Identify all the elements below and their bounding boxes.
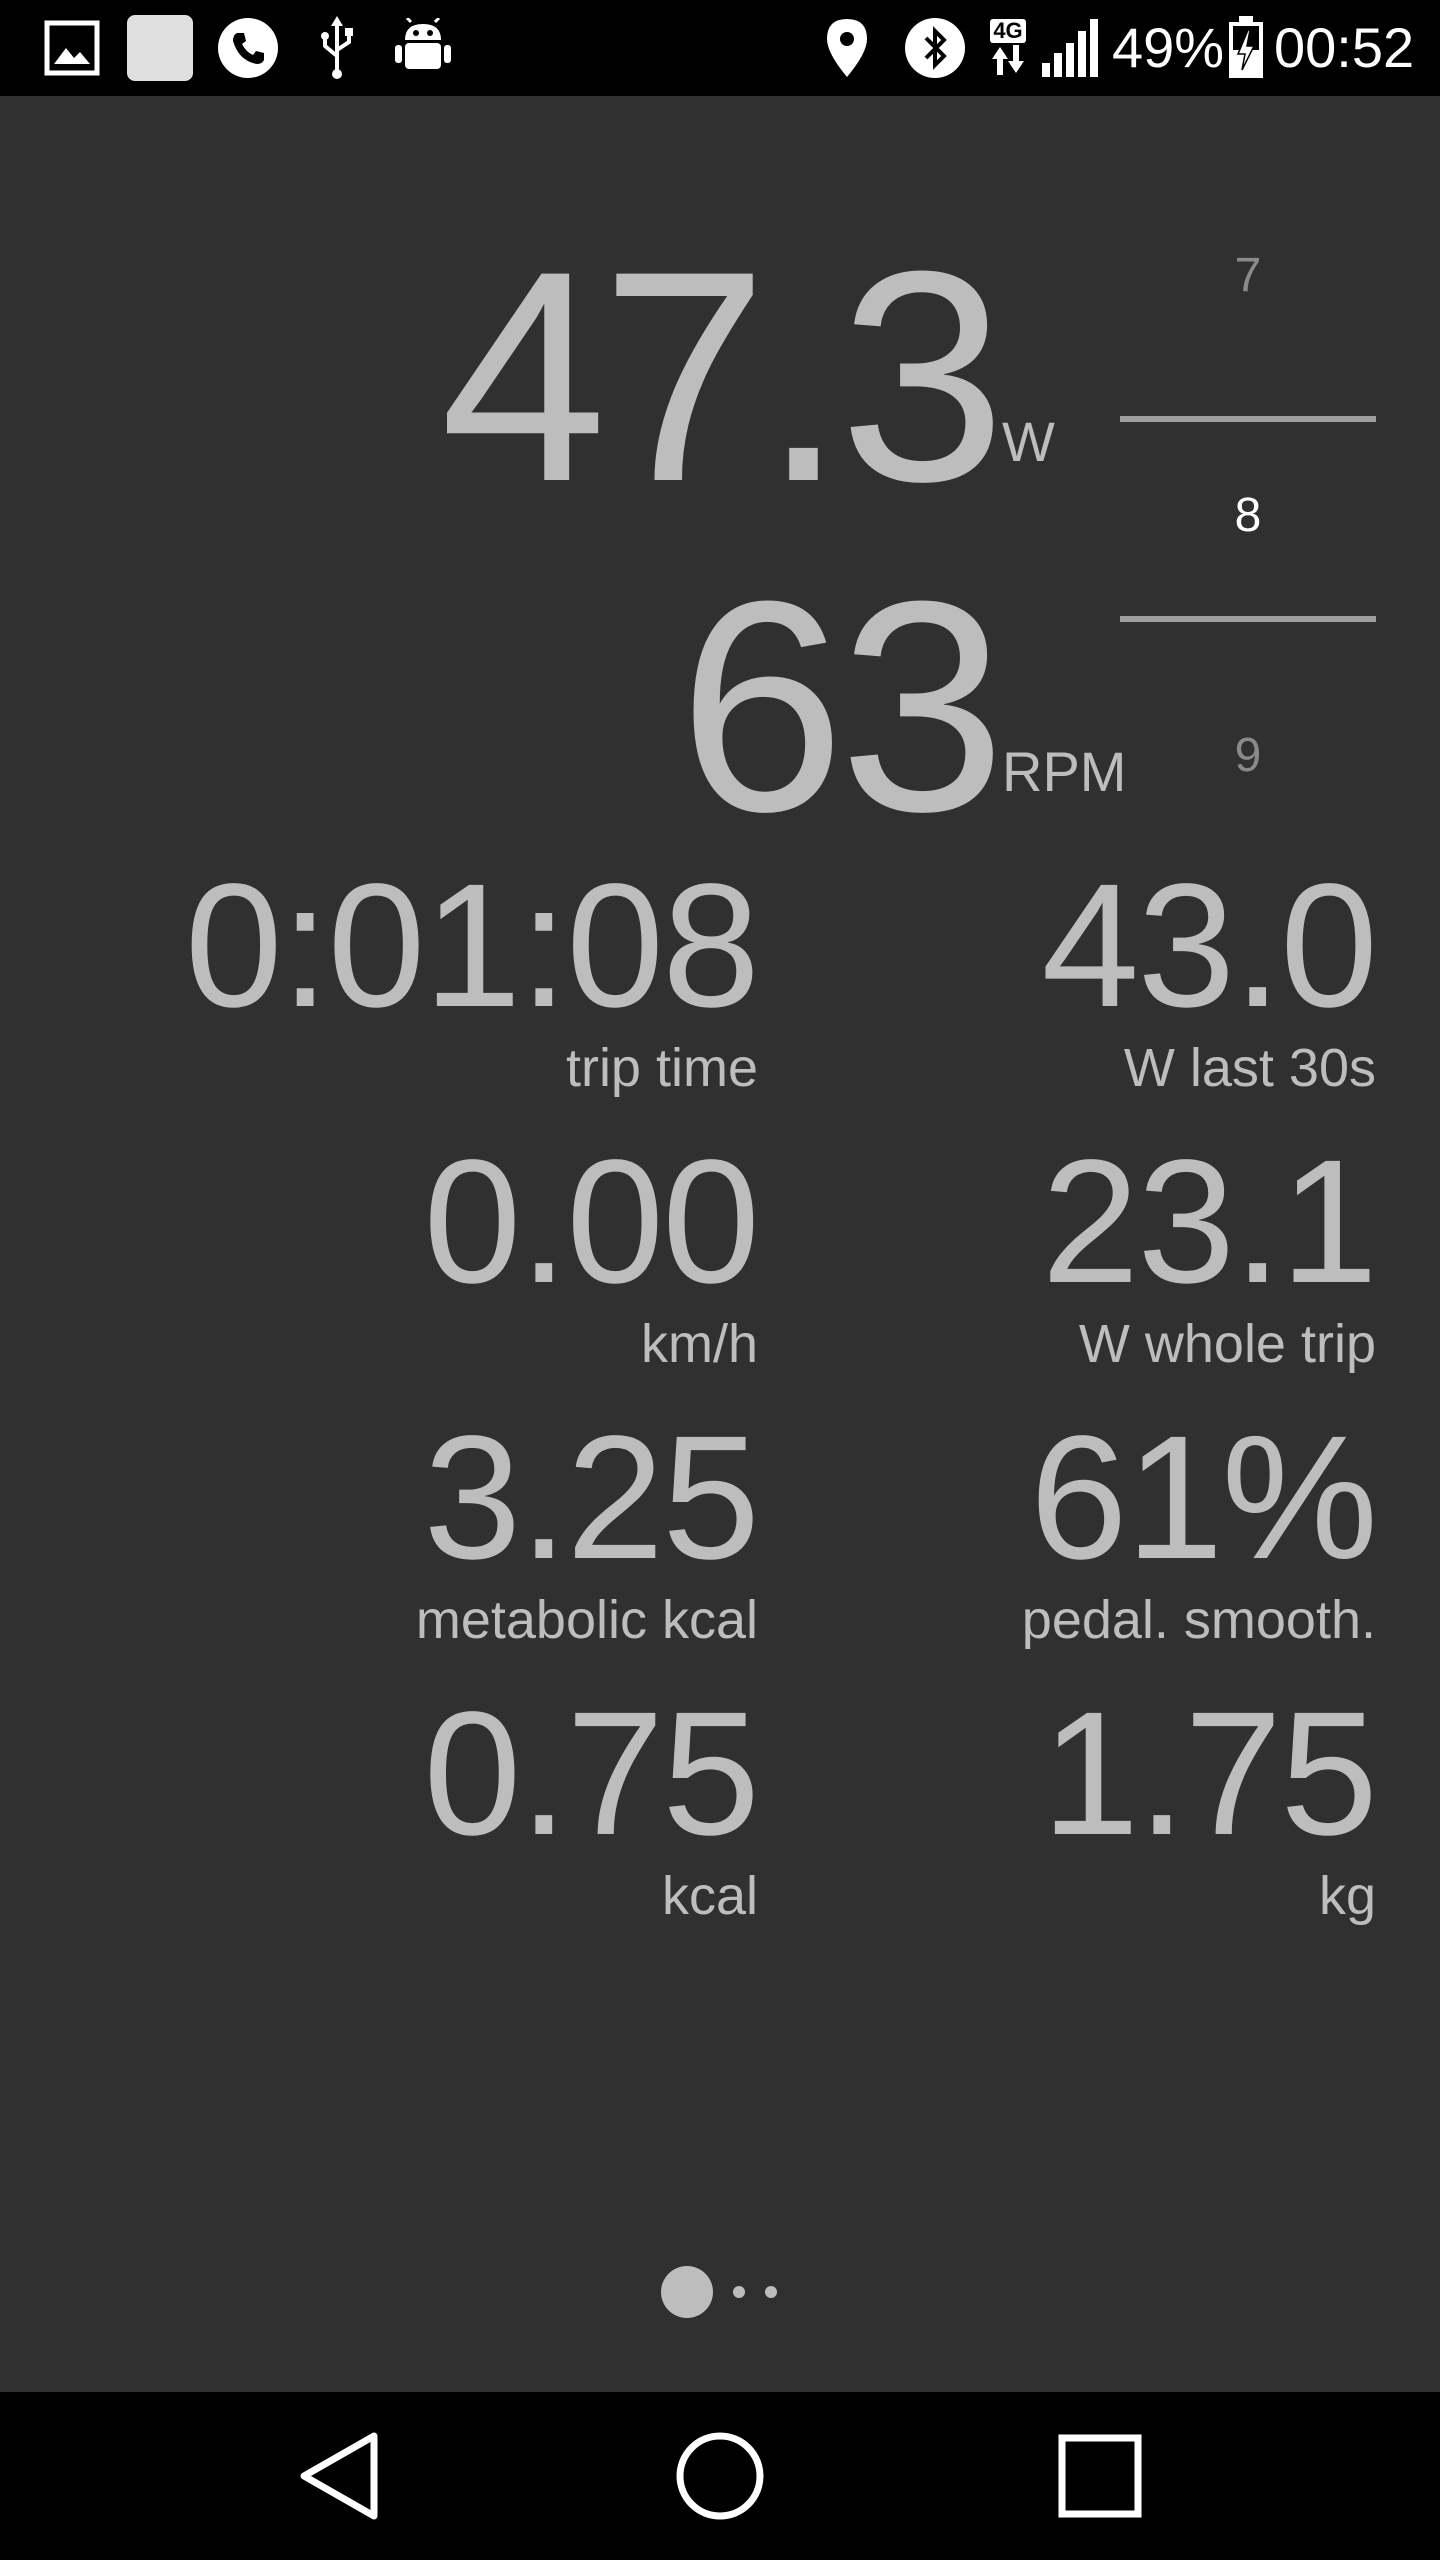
recents-button[interactable]	[1020, 2416, 1180, 2536]
signal-icon	[1040, 14, 1100, 82]
stat-value: 23.1	[1041, 1124, 1378, 1320]
stat-label: pedal. smooth.	[1021, 1590, 1376, 1650]
android-debug-icon	[392, 14, 454, 82]
gallery-icon	[42, 14, 102, 82]
gear-previous[interactable]: 7	[1234, 249, 1262, 302]
back-button[interactable]	[260, 2416, 420, 2536]
stat-label: metabolic kcal	[415, 1590, 758, 1650]
clock: 00:52	[1274, 16, 1415, 79]
stat-label: W last 30s	[1123, 1038, 1376, 1098]
stat-speed: 0.00 km/h	[58, 1124, 760, 1376]
workout-dashboard[interactable]: 47.3 W 63 RPM 7 8 9 0:01:08 trip time 43…	[0, 96, 1440, 2392]
power-unit: W	[1002, 410, 1055, 473]
gear-divider-bottom	[1120, 616, 1376, 622]
gear-divider-top	[1120, 416, 1376, 422]
location-icon	[822, 14, 872, 82]
home-icon	[676, 2432, 764, 2520]
stat-pedal-smoothness: 61% pedal. smooth.	[676, 1400, 1378, 1652]
blank-notification-icon	[126, 14, 194, 82]
stat-metabolic-kcal: 3.25 metabolic kcal	[58, 1400, 760, 1652]
page-dot-2[interactable]	[733, 2286, 745, 2298]
phone-icon	[214, 14, 282, 82]
cadence-value: 63	[678, 538, 1006, 874]
cadence-unit: RPM	[1002, 740, 1127, 803]
stat-label: kg	[1318, 1866, 1376, 1926]
stat-value: 43.0	[1041, 848, 1378, 1044]
gear-next[interactable]: 9	[1234, 729, 1262, 782]
stat-w-last-30s: 43.0 W last 30s	[676, 848, 1378, 1100]
gear-current[interactable]: 8	[1234, 489, 1262, 542]
stat-value: 0.00	[423, 1124, 760, 1320]
usb-icon	[312, 14, 362, 82]
status-bar: 4G 49% 00:52	[0, 0, 1440, 96]
page-dot-1[interactable]	[661, 2266, 713, 2318]
navigation-bar	[0, 2392, 1440, 2560]
stat-kg: 1.75 kg	[676, 1676, 1378, 1928]
home-button[interactable]	[640, 2416, 800, 2536]
battery-percent: 49%	[1112, 16, 1225, 79]
power-value: 47.3	[440, 208, 1006, 544]
page-dot-3[interactable]	[765, 2286, 777, 2298]
stat-value: 3.25	[423, 1400, 760, 1596]
page-indicator[interactable]	[0, 2266, 1440, 2318]
back-icon	[300, 2432, 378, 2520]
stat-label: W whole trip	[1078, 1314, 1376, 1374]
stat-label: km/h	[640, 1314, 758, 1374]
stat-trip-time: 0:01:08 trip time	[58, 848, 760, 1100]
bluetooth-icon	[902, 14, 968, 82]
network-4g-label: 4G	[990, 19, 1026, 43]
stat-value: 0.75	[423, 1676, 760, 1872]
stat-value: 61%	[1029, 1400, 1378, 1596]
stat-value: 1.75	[1041, 1676, 1378, 1872]
stat-label: trip time	[565, 1038, 758, 1098]
stat-kcal: 0.75 kcal	[58, 1676, 760, 1928]
stat-label: kcal	[661, 1866, 758, 1926]
recents-icon	[1058, 2434, 1142, 2518]
stat-w-whole-trip: 23.1 W whole trip	[676, 1124, 1378, 1376]
stat-value: 0:01:08	[184, 848, 760, 1044]
network-4g-icon: 4G	[984, 14, 1032, 82]
battery-charging-icon	[1226, 14, 1266, 82]
